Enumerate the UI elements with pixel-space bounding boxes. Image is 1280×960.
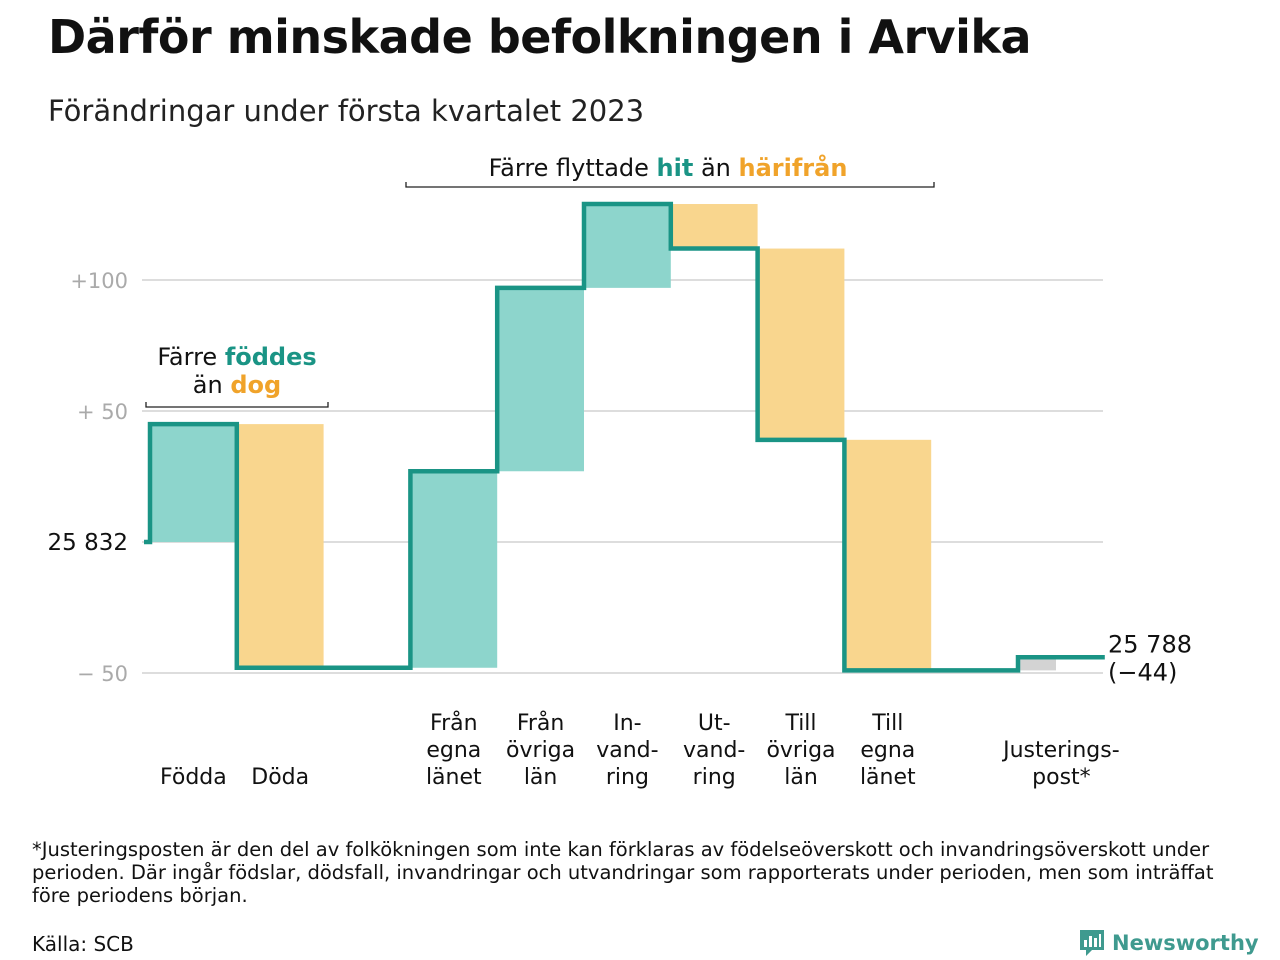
bar-decrease — [236, 424, 324, 668]
category-label: ring — [693, 765, 736, 790]
waterfall-chart: +100 + 50 − 50 25 832 25 788(−44) Födda Döda Fr… — [48, 153, 1192, 790]
category-label: ring — [606, 765, 649, 790]
category-label: län — [784, 765, 818, 790]
category-label: Från — [517, 710, 565, 736]
bar-decrease — [757, 248, 845, 440]
bar-decrease — [670, 204, 758, 249]
newsworthy-logo-icon — [1080, 930, 1104, 956]
category-label: egna — [426, 738, 481, 763]
category-label: egna — [860, 738, 915, 763]
category-label: Från — [430, 710, 478, 736]
category-label: Till — [784, 711, 816, 736]
category-label: In- — [613, 711, 641, 736]
y-tick-label: + 50 — [77, 400, 128, 424]
category-label: övriga — [506, 738, 575, 763]
category-label: post* — [1032, 765, 1091, 790]
category-label: Döda — [251, 765, 309, 790]
brand-name: Newsworthy — [1112, 931, 1259, 955]
brand-logo[interactable]: Newsworthy — [1078, 928, 1259, 958]
y-tick-label: +100 — [70, 269, 128, 293]
category-label: Födda — [160, 765, 227, 790]
category-label: Till — [871, 711, 903, 736]
category-label: vand- — [596, 738, 658, 763]
end-change-label: (−44) — [1108, 658, 1177, 686]
annotation-births-deaths: än dog — [193, 371, 281, 399]
category-label: länet — [426, 765, 482, 790]
annotation-bracket — [145, 402, 329, 408]
chart-title: Därför minskade befolkningen i Arvika — [48, 10, 1032, 64]
bar-increase — [150, 424, 237, 542]
footnote: *Justeringsposten är den del av folkökni… — [32, 838, 1214, 907]
chart-subtitle: Förändringar under första kvartalet 2023 — [48, 94, 645, 128]
bar-adjustment — [1018, 657, 1056, 671]
category-label: Ut- — [698, 711, 731, 736]
y-tick-label: − 50 — [77, 662, 128, 686]
category-label: län — [524, 765, 558, 790]
bar-increase — [410, 471, 498, 668]
category-label: övriga — [766, 738, 835, 763]
source-label: Källa: SCB — [32, 932, 134, 956]
bar-increase — [497, 287, 584, 472]
annotation-births-deaths: Färre föddes — [157, 343, 316, 371]
annotation-migration: Färre flyttade hit än härifrån — [489, 153, 848, 182]
end-value-label: 25 788 — [1108, 630, 1192, 658]
annotation-bracket — [405, 182, 935, 188]
start-value-label: 25 832 — [48, 530, 128, 556]
bar-increase — [584, 204, 671, 288]
category-label: vand- — [683, 738, 745, 763]
category-label: länet — [860, 765, 916, 790]
bar-decrease — [844, 439, 932, 671]
cumulative-step-line — [144, 201, 1105, 673]
category-label: Justerings- — [1001, 738, 1120, 763]
